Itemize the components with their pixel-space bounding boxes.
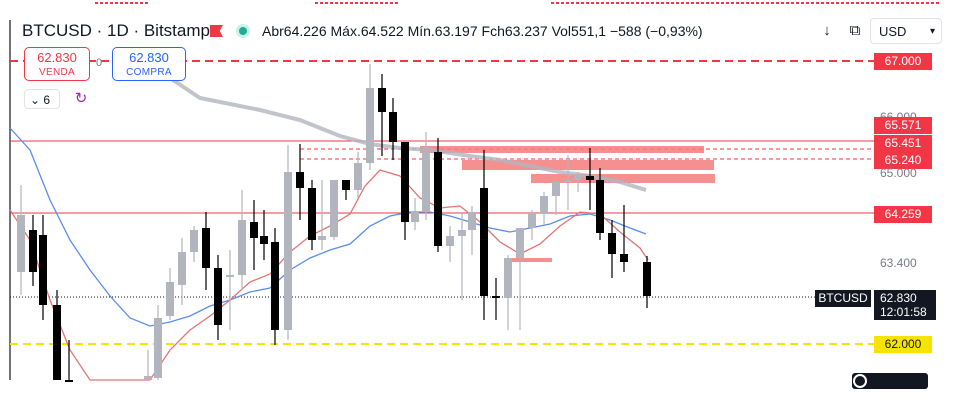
candle-body-9 bbox=[190, 230, 198, 252]
candle-body-7 bbox=[166, 282, 174, 316]
candle-body-5 bbox=[144, 376, 152, 380]
ma-fast-line bbox=[9, 169, 649, 381]
candle-body-13 bbox=[238, 220, 246, 275]
high-value: Máx.64.522 bbox=[330, 23, 404, 39]
candle-body-23 bbox=[354, 163, 362, 190]
spinner-icon: ↻ bbox=[74, 90, 88, 107]
last-price: 62.830 bbox=[880, 291, 917, 305]
candle-body-37 bbox=[516, 228, 524, 258]
spread-value: 0 bbox=[96, 57, 103, 69]
ma-mid-line bbox=[9, 127, 647, 327]
bottom-price-label bbox=[852, 373, 928, 389]
candle-body-15 bbox=[260, 236, 268, 244]
candle-body-25 bbox=[378, 88, 386, 112]
sell-price: 62.830 bbox=[37, 50, 77, 65]
candle-body-39 bbox=[540, 196, 548, 214]
indicator-count: 6 bbox=[43, 93, 51, 107]
candle-body-28 bbox=[411, 212, 419, 222]
candle-body-2 bbox=[39, 235, 47, 305]
price-label-65571[interactable]: 65.571 bbox=[874, 117, 932, 134]
sell-label: VENDA bbox=[39, 67, 75, 78]
axis-tick-65000: 65.000 bbox=[880, 166, 917, 180]
candle-body-14 bbox=[250, 222, 258, 238]
open-value: Abr64.226 bbox=[262, 23, 327, 39]
chart-header: BTCUSD · 1D · Bitstamp Abr64.226 Máx.64.… bbox=[0, 14, 954, 44]
buy-button[interactable]: 62.830 COMPRA bbox=[112, 47, 186, 81]
chevron-down-icon: ⌄ bbox=[30, 93, 41, 107]
close-value: Fch63.237 bbox=[481, 23, 548, 39]
candle-body-41 bbox=[564, 180, 572, 182]
price-label-64259[interactable]: 64.259 bbox=[874, 206, 932, 223]
ma-slow-line bbox=[168, 76, 647, 192]
last-price-box: 62.830 12:01:58 bbox=[874, 290, 936, 320]
bar-countdown: 12:01:58 bbox=[880, 305, 927, 319]
candle-body-29 bbox=[422, 152, 430, 212]
arrow-down-icon[interactable]: ↓ bbox=[823, 22, 831, 39]
candle-body-47 bbox=[643, 262, 651, 296]
candle-body-34 bbox=[480, 188, 488, 296]
candle-body-20 bbox=[318, 236, 326, 240]
compare-icon[interactable]: ⧉ bbox=[849, 22, 861, 39]
candle-body-32 bbox=[458, 230, 466, 236]
price-label-alert-62000[interactable]: 62.000 bbox=[874, 336, 932, 353]
candle-body-16 bbox=[271, 242, 279, 330]
candle-body-36 bbox=[504, 258, 512, 298]
currency-value: USD bbox=[879, 24, 907, 39]
candle-body-4 bbox=[65, 380, 73, 382]
price-label-alert-67000[interactable]: 67.000 bbox=[874, 53, 932, 70]
candle-body-33 bbox=[468, 212, 476, 230]
symbol-title[interactable]: BTCUSD · 1D · Bitstamp bbox=[22, 21, 210, 40]
candle-body-44 bbox=[596, 180, 604, 233]
ohlc-readout: Abr64.226 Máx.64.522 Mín.63.197 Fch63.23… bbox=[262, 23, 703, 39]
zone-4 bbox=[506, 258, 552, 262]
axis-tick-63400: 63.400 bbox=[880, 256, 917, 270]
price-label-65451[interactable]: 65.451 bbox=[874, 135, 932, 152]
candle-body-45 bbox=[608, 233, 616, 254]
sell-button[interactable]: 62.830 VENDA bbox=[24, 47, 90, 81]
zone-1 bbox=[420, 146, 704, 153]
candle-body-31 bbox=[446, 236, 454, 246]
live-dot-icon bbox=[236, 24, 250, 38]
volume-value: Vol551,1 bbox=[551, 23, 607, 39]
price-label-65240[interactable]: 65.240 bbox=[874, 152, 932, 169]
candle-body-26 bbox=[389, 112, 397, 142]
chevron-down-icon: ▾ bbox=[929, 26, 935, 37]
candle-body-1 bbox=[29, 230, 37, 272]
candle-body-40 bbox=[552, 182, 560, 196]
flag-icon[interactable] bbox=[210, 25, 223, 37]
candle-body-17 bbox=[284, 172, 292, 330]
candle-body-19 bbox=[308, 188, 316, 240]
candle-body-38 bbox=[528, 214, 536, 228]
candle-body-22 bbox=[342, 180, 350, 190]
candle-body-11 bbox=[214, 268, 222, 325]
indicator-visibility-button[interactable]: ⌄ 6 bbox=[24, 89, 60, 109]
low-value: Mín.63.197 bbox=[407, 23, 478, 39]
candle-body-27 bbox=[401, 142, 409, 222]
candle-body-0 bbox=[17, 215, 25, 272]
candle-body-6 bbox=[154, 318, 162, 378]
zone-3 bbox=[531, 174, 715, 183]
candle-body-8 bbox=[178, 252, 186, 285]
candle-body-18 bbox=[296, 172, 304, 188]
candle-body-24 bbox=[366, 88, 374, 163]
symbol-price-tag: BTCUSD bbox=[815, 290, 871, 307]
change-value: −588 (−0,93%) bbox=[609, 23, 703, 39]
candle-body-43 bbox=[586, 176, 594, 180]
candle-body-30 bbox=[434, 152, 442, 246]
candle-body-21 bbox=[330, 180, 338, 237]
candle-body-35 bbox=[492, 296, 500, 298]
candle-body-3 bbox=[53, 305, 61, 380]
buy-label: COMPRA bbox=[126, 67, 172, 78]
zone-2 bbox=[462, 160, 714, 170]
candle-body-42 bbox=[574, 176, 582, 180]
candle-body-10 bbox=[202, 228, 210, 268]
currency-select[interactable]: USD ▾ bbox=[870, 18, 942, 44]
candle-body-46 bbox=[620, 254, 628, 262]
candle-body-12 bbox=[226, 275, 234, 277]
clock-icon bbox=[853, 374, 867, 388]
buy-price: 62.830 bbox=[129, 50, 169, 65]
